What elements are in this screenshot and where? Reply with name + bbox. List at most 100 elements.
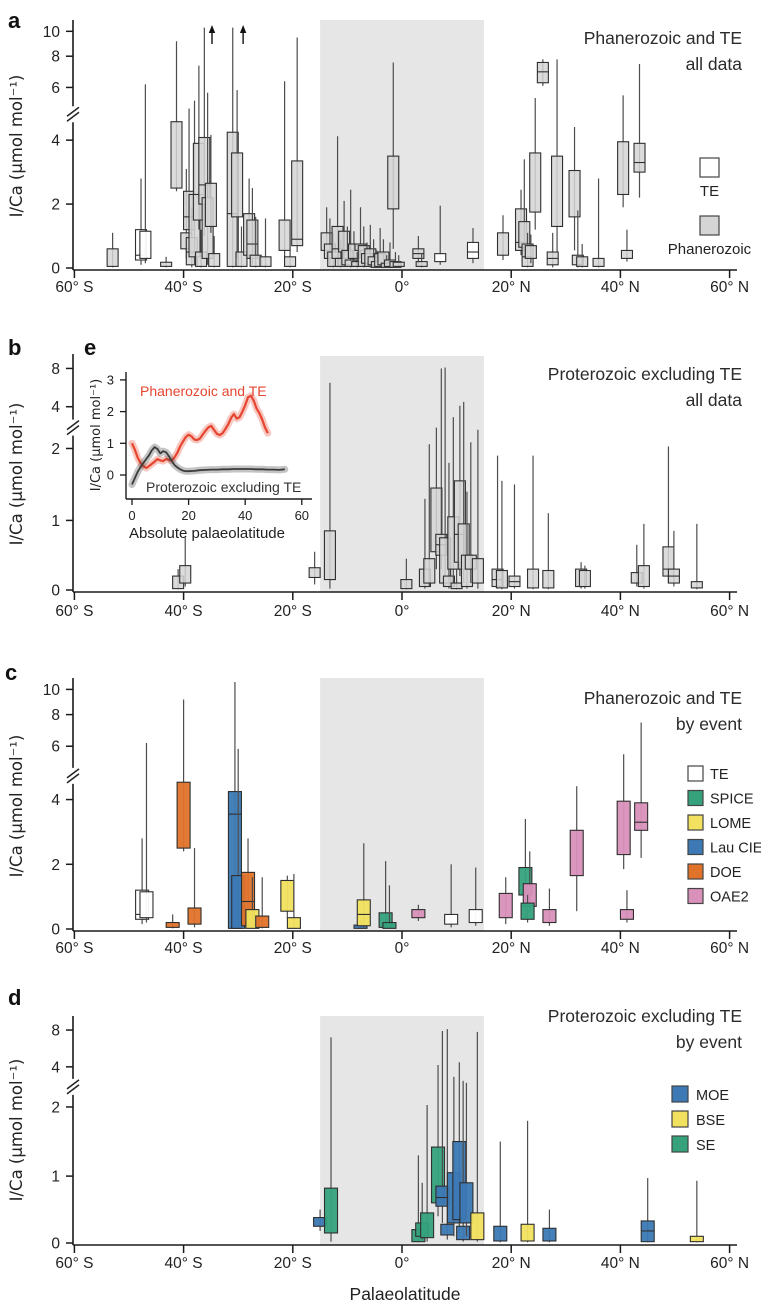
x-tick-label: 20° N xyxy=(492,603,531,620)
box-plot xyxy=(662,446,675,584)
box-plot xyxy=(520,1120,535,1243)
box-plot xyxy=(106,232,119,268)
box-plot xyxy=(179,537,192,587)
box-plot xyxy=(496,215,510,261)
x-tick-label: 40° S xyxy=(165,603,203,620)
box-plot xyxy=(546,232,559,268)
box-plot xyxy=(259,218,272,268)
inset-line-phanerozoic xyxy=(130,394,269,470)
box-plot xyxy=(640,1178,655,1243)
box-plot xyxy=(459,1082,474,1237)
box-plot xyxy=(139,743,154,923)
box-plot xyxy=(165,914,180,929)
box-plot xyxy=(620,229,634,262)
box xyxy=(616,800,631,856)
box-plot xyxy=(420,1104,435,1242)
box xyxy=(411,909,426,919)
legend-swatch-MOE xyxy=(671,1085,689,1103)
x-tick-label: 60° S xyxy=(55,603,93,620)
box-plot xyxy=(520,895,535,923)
x-tick-label: 20° N xyxy=(492,1255,531,1272)
y-tick-label: 4 xyxy=(51,792,60,809)
box xyxy=(160,261,173,267)
box-plot xyxy=(689,1180,704,1243)
panel-b: 0 1 2 4 8 60° S 40° S 20° S 0° 20° N 40° N 60° N I/C… xyxy=(7,335,749,620)
box-plot xyxy=(435,1030,450,1223)
box-plot xyxy=(470,1031,485,1242)
inset-y-tick-label: 3 xyxy=(107,372,114,387)
box xyxy=(284,256,297,267)
box xyxy=(466,241,480,259)
box xyxy=(187,907,202,925)
inset-band-phanerozoic xyxy=(128,392,272,472)
box xyxy=(434,253,447,263)
box xyxy=(392,261,405,267)
box xyxy=(450,582,463,590)
x-tick-label: 20° S xyxy=(274,1255,312,1272)
box-plot xyxy=(637,523,650,589)
panel-letter: b xyxy=(8,335,21,360)
box xyxy=(592,257,605,267)
box xyxy=(179,565,192,584)
x-tick-label: 0° xyxy=(395,940,410,957)
box-plot xyxy=(411,904,426,921)
y-axis-label: I/Ca (μmol mol⁻¹) xyxy=(7,1059,26,1202)
box-plot xyxy=(400,558,413,590)
y-tick-label: 2 xyxy=(51,1099,60,1116)
box xyxy=(620,249,634,259)
box-plot xyxy=(468,867,483,926)
box xyxy=(415,261,428,267)
box-plot xyxy=(392,255,405,268)
box xyxy=(471,558,484,584)
box xyxy=(524,245,537,259)
box-plot xyxy=(235,226,248,268)
legend: MOE BSE SE xyxy=(671,1085,729,1154)
legend-label: BSE xyxy=(696,1113,725,1129)
y-tick-label: 4 xyxy=(51,399,60,416)
box xyxy=(291,160,304,247)
axis-break-mask xyxy=(65,1078,81,1095)
inset-x-axis-label: Absolute palaeolatitude xyxy=(129,525,285,542)
inset-series-label-phanerozoic: Phanerozoic and TE xyxy=(140,383,267,399)
legend-label: OAE2 xyxy=(710,890,749,906)
box-plot xyxy=(551,59,564,253)
box-plot xyxy=(495,480,508,590)
box-plot xyxy=(286,873,301,929)
box-plot xyxy=(617,95,630,208)
panel-e-inset: 0 1 2 3 0 20 40 60 I/Ca (μmol mol⁻¹) Absolute pal… xyxy=(84,335,312,542)
box xyxy=(470,1212,485,1241)
box xyxy=(520,1223,535,1242)
box xyxy=(569,829,584,877)
box-plot xyxy=(291,37,304,253)
panel-title: Phanerozoic and TE xyxy=(584,688,742,708)
panel-a: 0 2 4 6 8 10 60° S 40° S 20° S 0° 20° N 40° N 60° N I… xyxy=(7,8,752,296)
box xyxy=(280,879,295,912)
box-plot xyxy=(356,843,371,928)
box xyxy=(542,569,555,589)
box xyxy=(576,256,589,267)
y-axis-label: I/Ca (μmol mol⁻¹) xyxy=(7,75,26,218)
x-tick-label: 0° xyxy=(395,603,410,620)
box-plot xyxy=(415,253,428,268)
axis-break-icon xyxy=(66,111,80,122)
axis-break-icon xyxy=(66,1079,80,1090)
box xyxy=(440,1223,455,1236)
y-tick-label: 10 xyxy=(43,682,61,699)
box-plot xyxy=(526,455,540,590)
axis-break-icon xyxy=(66,768,80,779)
legend-label: Lau CIE xyxy=(710,841,761,857)
legend-swatch-TE xyxy=(687,765,704,782)
box xyxy=(542,1227,557,1242)
axis-break-mask xyxy=(65,767,81,784)
box xyxy=(617,141,630,196)
panel-title: Proterozoic excluding TE xyxy=(548,1006,742,1026)
legend-label: SE xyxy=(696,1138,716,1154)
box-plot xyxy=(284,236,297,268)
box-plot xyxy=(569,786,584,912)
panel-subtitle: all data xyxy=(686,54,743,74)
inset-x-tick-label: 0 xyxy=(128,508,135,523)
box xyxy=(278,219,291,251)
box-plot xyxy=(160,256,173,268)
legend-swatch-DOE xyxy=(687,863,704,880)
panel-c: 0 2 4 6 8 10 60° S 40° S 20° S 0° 20° N 40° N 60° N I… xyxy=(5,660,761,957)
